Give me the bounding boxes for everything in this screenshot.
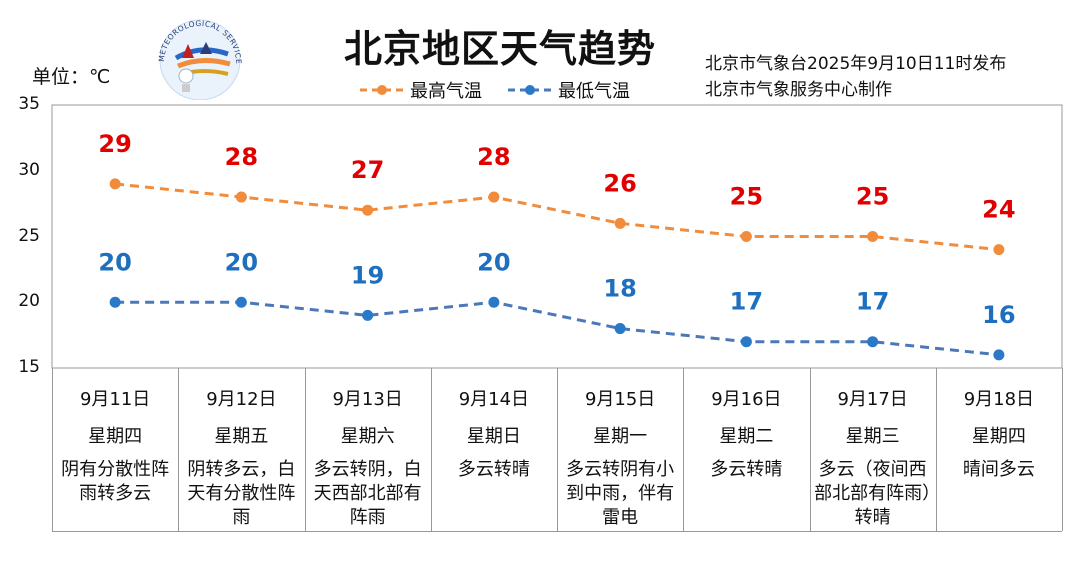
low-temp-label: 16 xyxy=(982,301,1015,329)
day-column: 9月13日星期六多云转阴，白天西部北部有阵雨 xyxy=(305,368,431,531)
day-date: 9月11日 xyxy=(79,389,151,410)
table-column-divider xyxy=(304,368,306,531)
low-temp-label: 18 xyxy=(603,275,636,303)
low-temp-line xyxy=(115,300,1000,357)
issuer-line-1: 北京市气象台2025年9月10日11时发布 xyxy=(705,54,1007,74)
low-temp-point xyxy=(740,336,752,348)
table-column-divider xyxy=(935,368,937,531)
low-temp-point xyxy=(235,296,247,308)
high-temp-label: 29 xyxy=(98,130,131,158)
low-temp-point xyxy=(362,309,374,321)
high-temp-label: 26 xyxy=(603,169,636,197)
legend-high: 最高气温 xyxy=(360,77,482,103)
day-weekday: 星期二 xyxy=(719,426,774,447)
day-condition: 多云转晴 xyxy=(457,459,530,480)
high-temp-label: 25 xyxy=(730,183,763,211)
day-weekday: 星期四 xyxy=(971,426,1026,447)
day-date: 9月17日 xyxy=(837,389,908,410)
high-temp-point xyxy=(740,231,752,242)
high-temp-point xyxy=(362,204,374,216)
high-temp-line xyxy=(114,182,1000,252)
day-condition: 阴有分散性阵雨转多云 xyxy=(61,459,170,504)
high-temp-point xyxy=(993,244,1005,256)
table-column-divider xyxy=(430,368,432,531)
table-column-divider xyxy=(557,368,558,531)
table-bottom-border xyxy=(52,531,1062,532)
legend-low-swatch xyxy=(508,85,552,95)
high-temp-label: 24 xyxy=(982,196,1015,224)
chart-legend: 最高气温 最低气温 xyxy=(360,77,648,103)
table-column-divider xyxy=(178,368,180,531)
high-temp-label: 27 xyxy=(351,156,384,184)
low-temp-point xyxy=(109,296,121,308)
low-temp-point xyxy=(488,296,500,308)
high-temp-point xyxy=(488,191,500,203)
day-date: 9月14日 xyxy=(458,389,530,410)
day-column: 9月16日星期二多云转晴 xyxy=(683,368,809,531)
table-column-divider xyxy=(1062,368,1063,531)
day-condition: 多云（夜间西部北部有阵雨）转晴 xyxy=(814,459,932,528)
legend-high-swatch xyxy=(360,85,404,95)
day-date: 9月12日 xyxy=(206,389,277,410)
unit-label: 单位：℃ xyxy=(32,66,111,88)
legend-low-label: 最低气温 xyxy=(558,81,630,102)
y-tick-label: 30 xyxy=(18,159,40,180)
low-temp-label: 20 xyxy=(98,248,131,276)
table-column-divider xyxy=(809,368,811,531)
day-condition: 晴间多云 xyxy=(962,459,1035,480)
high-temp-label: 28 xyxy=(477,143,510,171)
y-tick-label: 25 xyxy=(18,225,40,246)
day-column: 9月15日星期一多云转阴有小到中雨，伴有雷电 xyxy=(557,368,683,531)
legend-high-label: 最高气温 xyxy=(410,81,482,102)
y-tick-label: 15 xyxy=(18,357,40,377)
high-temp-label: 28 xyxy=(225,143,258,171)
issuer-line-2: 北京市气象服务中心制作 xyxy=(705,80,892,100)
day-weekday: 星期三 xyxy=(845,426,900,447)
low-temp-point xyxy=(614,323,626,335)
table-column-divider xyxy=(683,368,685,531)
day-date: 9月15日 xyxy=(584,389,656,410)
day-column: 9月11日星期四阴有分散性阵雨转多云 xyxy=(52,368,178,531)
day-column: 9月12日星期五阴转多云，白天有分散性阵雨 xyxy=(178,368,304,531)
meteorological-service-logo: METEOROLOGICAL SERVICE xyxy=(157,19,243,100)
day-date: 9月13日 xyxy=(332,389,403,410)
high-temp-point xyxy=(109,178,121,190)
high-temp-point xyxy=(614,217,626,229)
y-tick-label: 35 xyxy=(18,94,40,114)
y-tick-label: 20 xyxy=(18,291,40,312)
high-temp-point xyxy=(235,191,247,203)
day-column: 9月18日星期四晴间多云 xyxy=(936,368,1062,531)
low-temp-label: 17 xyxy=(856,288,889,316)
issuer-info: 北京市气象台2025年9月10日11时发布 北京市气象服务中心制作 xyxy=(705,51,1006,103)
page-title: 北京地区天气趋势 xyxy=(343,27,656,71)
day-date: 9月16日 xyxy=(711,389,782,410)
day-weekday: 星期一 xyxy=(593,426,648,447)
legend-low: 最低气温 xyxy=(508,77,630,103)
table-column-divider xyxy=(52,368,53,531)
day-weekday: 星期日 xyxy=(466,426,521,447)
day-weekday: 星期四 xyxy=(88,426,143,447)
low-temp-point xyxy=(867,336,879,348)
day-column: 9月14日星期日多云转晴 xyxy=(431,368,557,531)
high-temp-label: 25 xyxy=(856,183,889,211)
plot-area-frame xyxy=(51,104,1063,369)
day-column: 9月17日星期三多云（夜间西部北部有阵雨）转晴 xyxy=(810,368,936,531)
day-condition: 多云转阴有小到中雨，伴有雷电 xyxy=(566,459,675,528)
day-weekday: 星期六 xyxy=(340,426,395,447)
low-temp-label: 20 xyxy=(477,248,510,276)
day-weekday: 星期五 xyxy=(214,426,269,447)
low-temp-point xyxy=(993,349,1005,361)
low-temp-label: 17 xyxy=(730,288,763,316)
high-temp-point xyxy=(867,231,879,242)
day-condition: 多云转阴，白天西部北部有阵雨 xyxy=(313,459,422,528)
day-condition: 多云转晴 xyxy=(710,459,783,480)
low-temp-label: 19 xyxy=(351,261,384,289)
day-date: 9月18日 xyxy=(963,389,1035,410)
low-temp-label: 20 xyxy=(225,248,258,276)
day-condition: 阴转多云，白天有分散性阵雨 xyxy=(187,459,296,528)
